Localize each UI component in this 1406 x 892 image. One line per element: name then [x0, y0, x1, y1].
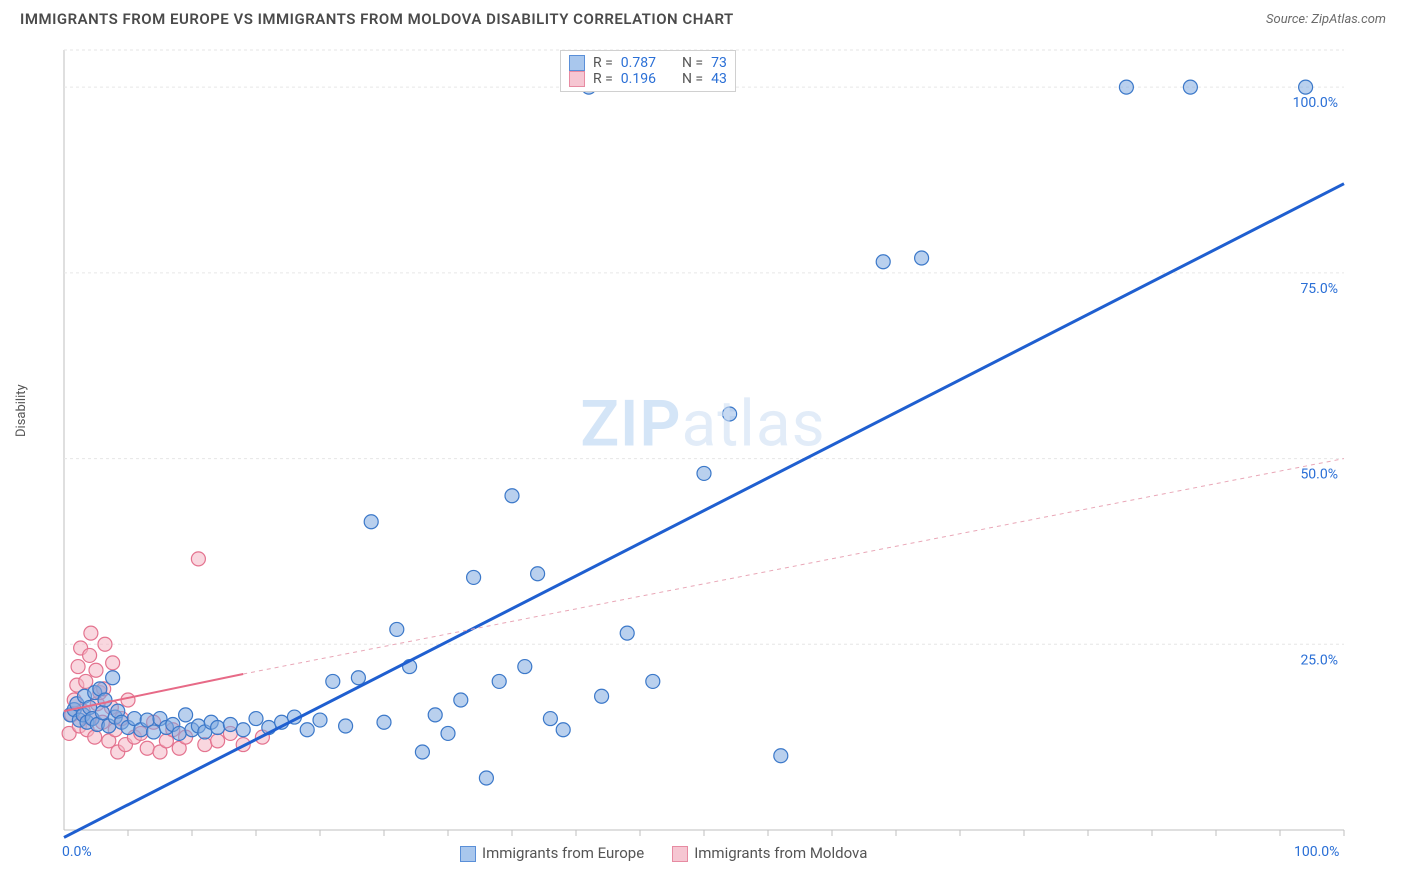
data-point [88, 730, 102, 744]
legend-correlation: R = 0.787 N = 73 R = 0.196 N = 43 [560, 50, 736, 92]
data-point [723, 407, 737, 421]
y-axis-label: Disability [14, 384, 29, 437]
data-point [89, 663, 103, 677]
data-point [1299, 80, 1313, 94]
data-point [1183, 80, 1197, 94]
data-point [313, 713, 327, 727]
data-point [300, 723, 314, 737]
x-axis-max-label: 100.0% [1294, 844, 1339, 860]
data-point [505, 489, 519, 503]
legend-r-value: 0.196 [621, 71, 656, 87]
data-point [223, 718, 237, 732]
data-point [121, 693, 135, 707]
legend-swatch [569, 71, 585, 87]
legend-correlation-row: R = 0.787 N = 73 [569, 55, 727, 71]
data-point [83, 648, 97, 662]
data-point [106, 671, 120, 685]
data-point [415, 745, 429, 759]
data-point [351, 671, 365, 685]
chart-area: Disability 25.0%50.0%75.0%100.0% ZIPatla… [20, 42, 1386, 872]
svg-text:25.0%: 25.0% [1300, 652, 1338, 668]
data-point [84, 626, 98, 640]
trend-line-europe [64, 184, 1344, 838]
data-point [697, 466, 711, 480]
data-point [339, 719, 353, 733]
data-point [531, 567, 545, 581]
data-point [543, 712, 557, 726]
data-point [249, 712, 263, 726]
data-point [140, 741, 154, 755]
data-point [95, 706, 109, 720]
legend-r-label: R = [593, 55, 613, 71]
data-point [428, 708, 442, 722]
legend-series: Immigrants from Europe Immigrants from Mo… [460, 844, 867, 862]
svg-text:50.0%: 50.0% [1300, 467, 1338, 483]
chart-source: Source: ZipAtlas.com [1266, 12, 1386, 27]
data-point [467, 570, 481, 584]
data-point [179, 708, 193, 722]
legend-correlation-row: R = 0.196 N = 43 [569, 71, 727, 87]
data-point [98, 637, 112, 651]
svg-text:100.0%: 100.0% [1293, 95, 1338, 111]
legend-r-label: R = [593, 71, 613, 87]
data-point [147, 725, 161, 739]
data-point [646, 674, 660, 688]
legend-series-item: Immigrants from Europe [460, 844, 644, 862]
data-point [364, 515, 378, 529]
legend-series-label: Immigrants from Europe [482, 844, 644, 862]
data-point [211, 720, 225, 734]
legend-swatch [569, 55, 585, 71]
legend-n-value: 43 [711, 71, 727, 87]
data-point [518, 660, 532, 674]
data-point [492, 674, 506, 688]
data-point [620, 626, 634, 640]
data-point [390, 622, 404, 636]
data-point [71, 660, 85, 674]
legend-series-item: Immigrants from Moldova [672, 844, 867, 862]
legend-swatch [672, 846, 688, 862]
data-point [377, 715, 391, 729]
chart-title: IMMIGRANTS FROM EUROPE VS IMMIGRANTS FRO… [20, 10, 734, 28]
legend-swatch [460, 846, 476, 862]
legend-r-value: 0.787 [621, 55, 656, 71]
data-point [595, 689, 609, 703]
data-point [326, 674, 340, 688]
chart-header: IMMIGRANTS FROM EUROPE VS IMMIGRANTS FRO… [0, 0, 1406, 34]
data-point [774, 749, 788, 763]
x-axis-min-label: 0.0% [62, 844, 92, 860]
data-point [98, 693, 112, 707]
data-point [441, 726, 455, 740]
legend-n-label: N = [682, 55, 703, 71]
scatter-plot: 25.0% 50.0% 75.0% 100.0% [20, 42, 1384, 870]
trend-line-moldova-dash [243, 459, 1344, 674]
legend-n-label: N = [682, 71, 703, 87]
data-point [876, 255, 890, 269]
data-point [1119, 80, 1133, 94]
data-point [191, 552, 205, 566]
data-point [454, 693, 468, 707]
data-point [915, 251, 929, 265]
data-point [479, 771, 493, 785]
legend-n-value: 73 [711, 55, 727, 71]
legend-series-label: Immigrants from Moldova [694, 844, 867, 862]
data-point [211, 734, 225, 748]
data-point [172, 726, 186, 740]
data-point [106, 656, 120, 670]
svg-text:75.0%: 75.0% [1300, 281, 1338, 297]
data-point [198, 738, 212, 752]
data-point [556, 723, 570, 737]
data-point [236, 723, 250, 737]
